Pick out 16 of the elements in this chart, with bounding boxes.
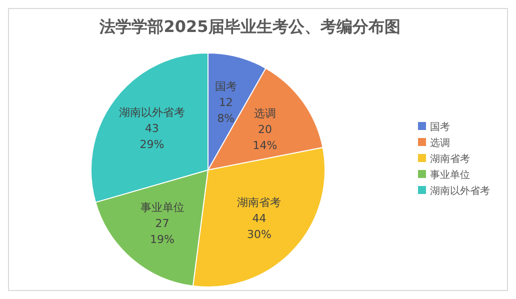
legend-label: 事业单位 — [430, 169, 470, 181]
data-label: 20 14% — [252, 122, 278, 152]
legend-label: 湖南以外省考 — [430, 185, 490, 197]
data-label: 27 19% — [150, 217, 174, 246]
data-label: 44 30% — [246, 212, 272, 242]
slice-label: 国考 — [214, 80, 237, 94]
slice-label: 湖南省考 — [237, 196, 282, 210]
legend-label: 选调 — [430, 137, 450, 149]
data-label: 12 8% — [217, 96, 235, 126]
slice-label: 事业单位 — [140, 201, 184, 214]
legend-label: 国考 — [430, 121, 450, 133]
slice-label: 选调 — [254, 106, 276, 120]
data-label: 43 29% — [140, 122, 164, 151]
legend-label: 湖南省考 — [430, 153, 470, 165]
chart-title: 法学学部2025届毕业生考公、考编分布图 — [98, 17, 400, 36]
slice-label: 湖南以外省考 — [118, 106, 185, 119]
